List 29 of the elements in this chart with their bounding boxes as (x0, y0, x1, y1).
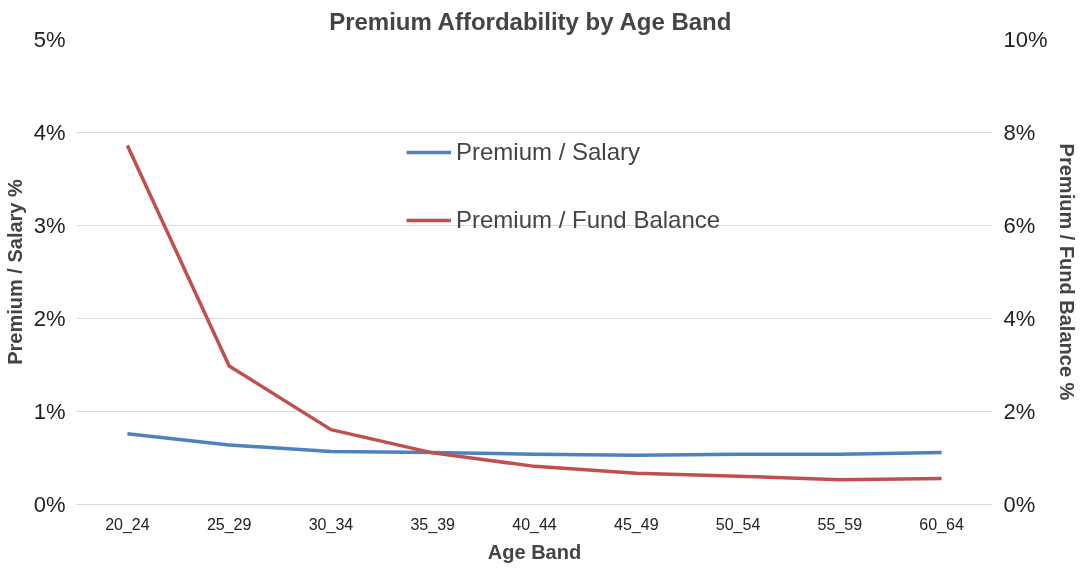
y2-tick-label: 10% (1003, 27, 1048, 52)
legend-label: Premium / Fund Balance (456, 206, 721, 234)
x-axis-title: Age Band (487, 540, 582, 563)
x-tick-label: 50_54 (715, 515, 761, 534)
y-axis-title: Premium / Salary % (3, 178, 26, 365)
x-tick-label: 25_29 (206, 515, 252, 534)
y-tick-label: 4% (33, 120, 66, 145)
y-tick-label: 3% (33, 213, 66, 238)
y-tick-label: 0% (33, 492, 66, 517)
y2-tick-label: 2% (1003, 399, 1036, 424)
y2-axis-title: Premium / Fund Balance % (1055, 143, 1078, 401)
legend-label: Premium / Salary (456, 138, 641, 166)
x-tick-label: 20_24 (105, 515, 150, 534)
x-tick-label: 55_59 (817, 515, 863, 534)
y-tick-label: 2% (33, 306, 66, 331)
x-tick-label: 35_39 (410, 515, 456, 534)
y-tick-label: 5% (33, 27, 66, 52)
y2-tick-label: 8% (1003, 120, 1036, 145)
y2-tick-label: 0% (1003, 492, 1036, 517)
y-tick-label: 1% (33, 399, 66, 424)
x-tick-label: 30_34 (308, 515, 354, 534)
x-tick-label: 45_49 (614, 515, 659, 534)
line-series (125, 143, 944, 482)
chart-title: Premium Affordability by Age Band (329, 7, 732, 35)
line-series (125, 432, 944, 457)
x-tick-label: 40_44 (512, 515, 557, 534)
x-tick-label: 60_64 (919, 515, 964, 534)
y2-tick-label: 4% (1003, 306, 1036, 331)
y2-tick-label: 6% (1003, 213, 1036, 238)
